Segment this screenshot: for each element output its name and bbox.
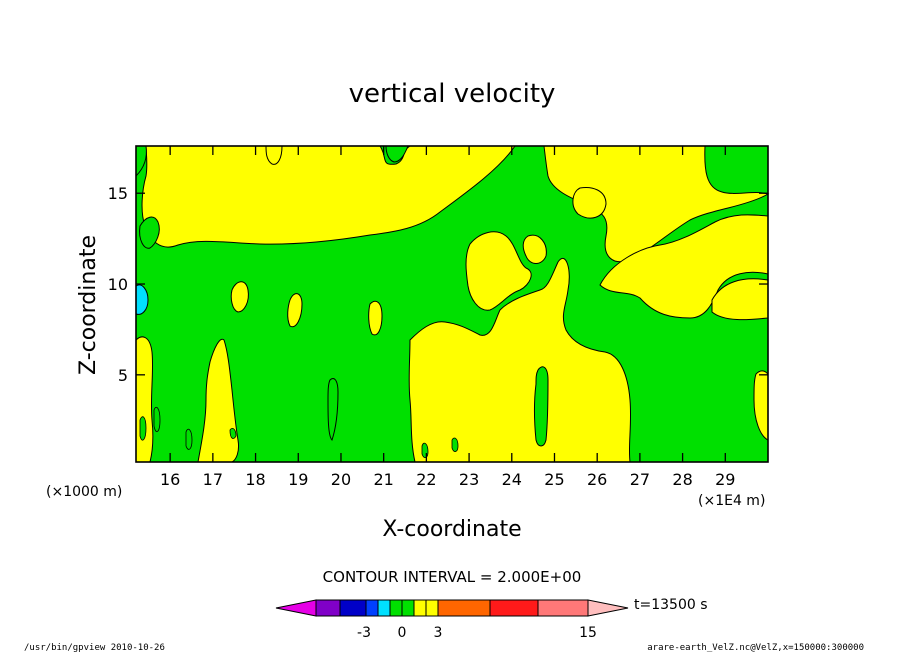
y-axis-label: Z-coordinate [76, 235, 101, 375]
colorbar-seg-3 [365, 599, 379, 617]
colorbar-seg-2 [339, 599, 367, 617]
colorbar-seg-11 [537, 599, 589, 617]
footer-left: /usr/bin/gpview 2010-10-26 [24, 643, 165, 653]
footer-right: arare-earth_VelZ.nc@VelZ,x=150000:300000 [647, 643, 864, 653]
colorbar-seg-4 [377, 599, 391, 617]
colorbar-label-15: 15 [579, 625, 597, 641]
green-top-bump-x21 [385, 145, 409, 163]
y-tick-label: 15 [108, 184, 128, 203]
colorbar: -3 0 3 15 [275, 599, 629, 641]
speck-6 [451, 437, 459, 452]
plot-frame [135, 145, 769, 463]
colorbar-seg-5 [389, 599, 403, 617]
colorbar-seg-1 [315, 599, 341, 617]
small-bump-z9-x18 [230, 281, 249, 313]
x-tick-label: 17 [203, 470, 223, 489]
positive-region-group [135, 145, 770, 463]
top-bump-x19 [265, 145, 283, 165]
colorbar-right-arrow [587, 599, 629, 617]
colorbar-seg-9 [437, 599, 491, 617]
right-edge-positive [753, 370, 769, 441]
x-tick-label: 28 [672, 470, 692, 489]
x-tick-label: 23 [459, 470, 479, 489]
x-tick-label: 29 [715, 470, 735, 489]
mid-right-positive-patch [522, 234, 547, 264]
colorbar-seg-7 [413, 599, 427, 617]
colorbar-label-3: 3 [434, 625, 443, 641]
colorbar-seg-10 [489, 599, 539, 617]
chart-title: vertical velocity [349, 79, 556, 109]
x-tick-label: 25 [544, 470, 564, 489]
y-tick-label: 5 [118, 366, 128, 385]
speck-2 [153, 406, 161, 433]
x-tick-label: 22 [416, 470, 436, 489]
x-unit-right: (×1E4 m) [698, 493, 765, 509]
center-small-positive [572, 187, 607, 219]
x-tick-label: 16 [160, 470, 180, 489]
small-bump-z9-x19 [287, 293, 303, 328]
green-island-x215 [327, 378, 339, 441]
y-axis-ticks: 5 10 15 [108, 184, 768, 385]
x-tick-label: 24 [502, 470, 522, 489]
negative-cyan-patch [135, 284, 149, 315]
colorbar-seg-8 [425, 599, 439, 617]
mid-positive-bump [465, 231, 532, 311]
x-tick-label: 20 [331, 470, 351, 489]
x-unit-left: (×1000 m) [46, 484, 122, 500]
time-label: t=13500 s [634, 597, 708, 613]
y-tick-label: 10 [108, 275, 128, 294]
x-tick-label: 19 [288, 470, 308, 489]
col17-positive-region [197, 338, 239, 463]
speck-4 [229, 428, 237, 439]
x-tick-label: 18 [245, 470, 265, 489]
plot-area: 16 17 18 19 20 21 22 23 24 25 26 27 28 29 5 10 15 [108, 145, 770, 489]
colorbar-left-arrow [275, 599, 317, 617]
x-axis-ticks: 16 17 18 19 20 21 22 23 24 25 26 27 28 29 [160, 146, 735, 489]
x-axis-label: X-coordinate [382, 517, 521, 542]
colorbar-label-0: 0 [398, 625, 407, 641]
green-notch-left [139, 216, 160, 249]
green-island-x245 [534, 366, 549, 447]
x-tick-label: 27 [630, 470, 650, 489]
right-positive-region [599, 214, 769, 319]
colorbar-label-neg3: -3 [357, 625, 371, 641]
upper-right-positive-region [543, 145, 770, 263]
x-tick-label: 26 [587, 470, 607, 489]
speck-3 [185, 428, 193, 450]
left-lower-positive-region [135, 336, 154, 463]
speck-5 [421, 442, 429, 458]
green-island-group [135, 145, 549, 447]
bottom-specks [139, 406, 459, 458]
colorbar-seg-6 [401, 599, 415, 617]
speck-1 [139, 416, 147, 441]
small-bump-z8-x20 [368, 300, 383, 336]
contour-interval-text: CONTOUR INTERVAL = 2.000E+00 [323, 568, 582, 586]
x-tick-label: 21 [373, 470, 393, 489]
